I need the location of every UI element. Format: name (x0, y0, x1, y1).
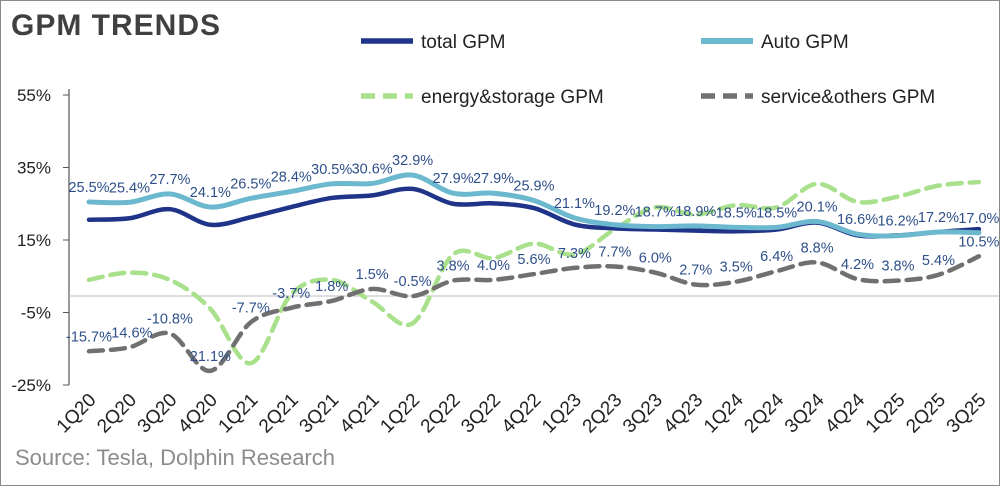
x-tick-label: 1Q21 (215, 390, 263, 438)
x-tick-label: 2Q21 (255, 390, 303, 438)
source-note: Source: Tesla, Dolphin Research (15, 445, 335, 470)
x-tick-label: 2Q25 (902, 390, 950, 438)
auto-gpm-data-label: 20.1% (797, 200, 838, 216)
auto-gpm-data-label: 19.2% (594, 203, 635, 219)
chart-title: GPM TRENDS (11, 9, 222, 42)
x-tick-label: 2Q24 (740, 389, 788, 437)
service-gpm-data-label: 10.5% (958, 234, 999, 250)
x-tick-label: 4Q22 (498, 390, 546, 438)
service-gpm-data-label: -7.7% (232, 300, 270, 316)
auto-gpm-data-label: 18.5% (756, 205, 797, 221)
service-gpm-data-label: -10.8% (147, 312, 193, 328)
service-gpm-data-label: 5.6% (517, 252, 550, 268)
service-gpm-data-label: -0.5% (394, 274, 432, 290)
auto-gpm-data-label: 18.9% (675, 204, 716, 220)
auto-gpm-data-label: 21.1% (554, 196, 595, 212)
series-line-energy-storage-gpm (86, 179, 982, 366)
x-tick-label: 1Q25 (862, 390, 910, 438)
service-gpm-data-label: -3.7% (272, 286, 310, 302)
y-tick-label: 55% (17, 86, 51, 105)
auto-gpm-data-label: 25.5% (68, 180, 109, 196)
service-gpm-data-label: 3.8% (881, 259, 914, 275)
legend-label: service&others GPM (761, 87, 935, 108)
y-tick-label: 35% (17, 159, 51, 178)
service-gpm-data-label: -15.7% (66, 329, 112, 345)
auto-gpm-data-label: 18.5% (716, 205, 757, 221)
x-tick-label: 3Q20 (134, 390, 182, 438)
x-tick-label: 1Q20 (53, 390, 101, 438)
x-tick-label: 1Q24 (700, 389, 748, 437)
auto-gpm-data-label: 30.6% (352, 161, 393, 177)
x-tick-label: 3Q25 (943, 390, 991, 438)
service-gpm-data-label: 6.4% (760, 249, 793, 265)
x-tick-label: 4Q21 (336, 390, 384, 438)
auto-gpm-data-label: 27.7% (149, 172, 190, 188)
service-gpm-data-label: 21.1% (190, 349, 231, 365)
auto-gpm-data-label: 27.9% (473, 171, 514, 187)
series-line-service-others-gpm (86, 254, 982, 374)
x-tick-label: 2Q22 (417, 390, 465, 438)
x-tick-label: 3Q22 (457, 390, 505, 438)
x-tick-label: 4Q20 (174, 390, 222, 438)
x-tick-label: 3Q23 (619, 390, 667, 438)
legend-label: total GPM (421, 32, 505, 53)
service-gpm-data-label: 3.5% (720, 260, 753, 276)
service-gpm-data-label: 4.0% (477, 258, 510, 274)
x-tick-label: 1Q23 (538, 390, 586, 438)
auto-gpm-data-label: 24.1% (190, 185, 231, 201)
x-tick-label: 2Q20 (93, 390, 141, 438)
auto-gpm-data-label: 18.7% (635, 205, 676, 221)
series-line-auto-gpm (86, 172, 982, 239)
service-gpm-data-label: 4.2% (841, 257, 874, 273)
service-gpm-data-label: 1.5% (356, 267, 389, 283)
y-tick-label: -5% (21, 304, 51, 323)
legend-label: energy&storage GPM (421, 87, 604, 108)
service-gpm-data-label: 8.8% (801, 240, 834, 256)
service-gpm-data-label: 5.4% (922, 253, 955, 269)
service-gpm-data-label: 2.7% (679, 263, 712, 279)
auto-gpm-data-label: 16.2% (877, 214, 918, 230)
auto-gpm-data-label: 32.9% (392, 153, 433, 169)
auto-gpm-data-label: 17.2% (918, 210, 959, 226)
auto-gpm-data-label: 25.4% (109, 180, 150, 196)
service-gpm-data-label: 6.0% (639, 251, 672, 267)
auto-gpm-data-label: 27.9% (432, 171, 473, 187)
service-gpm-data-label: 1.8% (315, 279, 348, 295)
auto-gpm-data-label: 17.0% (958, 211, 999, 227)
auto-gpm-data-label: 28.4% (271, 169, 312, 185)
service-gpm-data-label: 7.7% (598, 244, 631, 260)
service-gpm-data-label: -14.6% (106, 325, 152, 341)
x-tick-label: 1Q22 (376, 390, 424, 438)
auto-gpm-data-label: 30.5% (311, 162, 352, 178)
x-tick-label: 3Q24 (781, 389, 829, 437)
x-tick-label: 4Q24 (821, 389, 869, 437)
auto-gpm-data-label: 16.6% (837, 212, 878, 228)
auto-gpm-data-label: 26.5% (230, 176, 271, 192)
x-tick-label: 2Q23 (579, 390, 627, 438)
auto-gpm-data-label: 25.9% (513, 178, 554, 194)
x-tick-label: 3Q21 (296, 390, 344, 438)
x-tick-label: 4Q23 (660, 390, 708, 438)
legend-label: Auto GPM (761, 32, 849, 53)
service-gpm-data-label: 7.3% (558, 246, 591, 262)
y-tick-label: -25% (11, 376, 51, 395)
y-tick-label: 15% (17, 231, 51, 250)
service-gpm-data-label: 3.8% (437, 259, 470, 275)
